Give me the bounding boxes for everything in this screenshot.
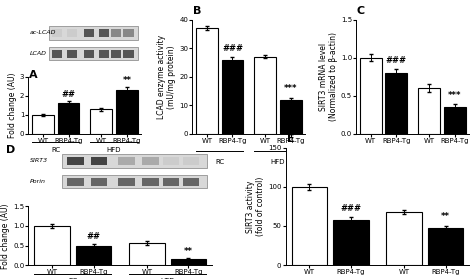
Y-axis label: LCAD enzyme activity
(mU/mg protein): LCAD enzyme activity (mU/mg protein)	[157, 35, 176, 119]
FancyBboxPatch shape	[118, 157, 135, 165]
Bar	[360, 58, 382, 134]
Bar	[58, 104, 80, 134]
FancyBboxPatch shape	[182, 178, 199, 186]
Text: A: A	[29, 70, 38, 80]
Bar	[171, 259, 206, 265]
Bar	[428, 228, 463, 265]
Y-axis label: Fold change (AU): Fold change (AU)	[1, 203, 10, 268]
FancyBboxPatch shape	[142, 157, 159, 165]
FancyBboxPatch shape	[67, 178, 83, 186]
FancyBboxPatch shape	[163, 178, 179, 186]
FancyBboxPatch shape	[123, 50, 134, 58]
Bar	[255, 57, 276, 134]
FancyBboxPatch shape	[111, 29, 121, 37]
Text: ##: ##	[87, 232, 100, 241]
FancyBboxPatch shape	[52, 50, 63, 58]
Y-axis label: SIRT3 mRNA level
(Normalized to β-actin): SIRT3 mRNA level (Normalized to β-actin)	[319, 32, 338, 121]
Y-axis label: Fold change (AU): Fold change (AU)	[8, 73, 17, 138]
Bar	[34, 226, 70, 265]
Text: E: E	[287, 134, 294, 144]
Text: B: B	[193, 6, 201, 16]
Bar	[196, 28, 218, 134]
Text: HFD: HFD	[160, 278, 175, 279]
Bar	[76, 246, 111, 265]
Text: **: **	[184, 247, 193, 256]
FancyBboxPatch shape	[67, 157, 83, 165]
Bar	[116, 90, 138, 134]
Text: D: D	[6, 145, 16, 155]
Text: HFD: HFD	[107, 146, 121, 153]
Bar	[333, 220, 369, 265]
Bar	[221, 59, 243, 134]
Text: ###: ###	[386, 56, 407, 64]
FancyBboxPatch shape	[99, 29, 109, 37]
Text: RC: RC	[379, 159, 388, 165]
Text: **: **	[441, 212, 450, 221]
Text: ###: ###	[222, 44, 243, 53]
FancyBboxPatch shape	[91, 157, 108, 165]
FancyBboxPatch shape	[52, 29, 63, 37]
Bar	[386, 212, 422, 265]
Text: LCAD: LCAD	[29, 51, 46, 56]
FancyBboxPatch shape	[84, 50, 94, 58]
Text: C: C	[357, 6, 365, 16]
FancyBboxPatch shape	[67, 29, 77, 37]
Text: ##: ##	[62, 90, 75, 99]
Bar	[91, 109, 112, 134]
FancyBboxPatch shape	[163, 157, 179, 165]
Text: ###: ###	[340, 204, 361, 213]
Bar	[129, 243, 165, 265]
Text: Porin: Porin	[30, 179, 46, 184]
Bar	[444, 107, 465, 134]
Text: HFD: HFD	[435, 159, 449, 165]
Bar	[32, 115, 54, 134]
FancyBboxPatch shape	[67, 50, 77, 58]
Text: SIRT3: SIRT3	[30, 158, 48, 163]
FancyBboxPatch shape	[99, 50, 109, 58]
FancyBboxPatch shape	[62, 154, 207, 168]
Text: RC: RC	[215, 159, 224, 165]
FancyBboxPatch shape	[49, 47, 138, 61]
FancyBboxPatch shape	[123, 29, 134, 37]
Text: RC: RC	[68, 278, 77, 279]
Text: ***: ***	[448, 91, 461, 100]
Bar	[418, 88, 440, 134]
FancyBboxPatch shape	[182, 157, 199, 165]
Y-axis label: SIRT3 activity
(fold of control): SIRT3 activity (fold of control)	[246, 177, 265, 236]
Text: ***: ***	[284, 84, 298, 93]
FancyBboxPatch shape	[142, 178, 159, 186]
Text: **: **	[122, 76, 131, 85]
FancyBboxPatch shape	[118, 178, 135, 186]
Bar	[385, 73, 407, 134]
Bar	[280, 100, 302, 134]
Text: ac-LCAD: ac-LCAD	[29, 30, 56, 35]
Text: HFD: HFD	[271, 159, 285, 165]
FancyBboxPatch shape	[49, 26, 138, 40]
FancyBboxPatch shape	[111, 50, 121, 58]
Bar	[292, 187, 327, 265]
FancyBboxPatch shape	[84, 29, 94, 37]
FancyBboxPatch shape	[62, 175, 207, 188]
Text: RC: RC	[51, 146, 60, 153]
FancyBboxPatch shape	[91, 178, 108, 186]
